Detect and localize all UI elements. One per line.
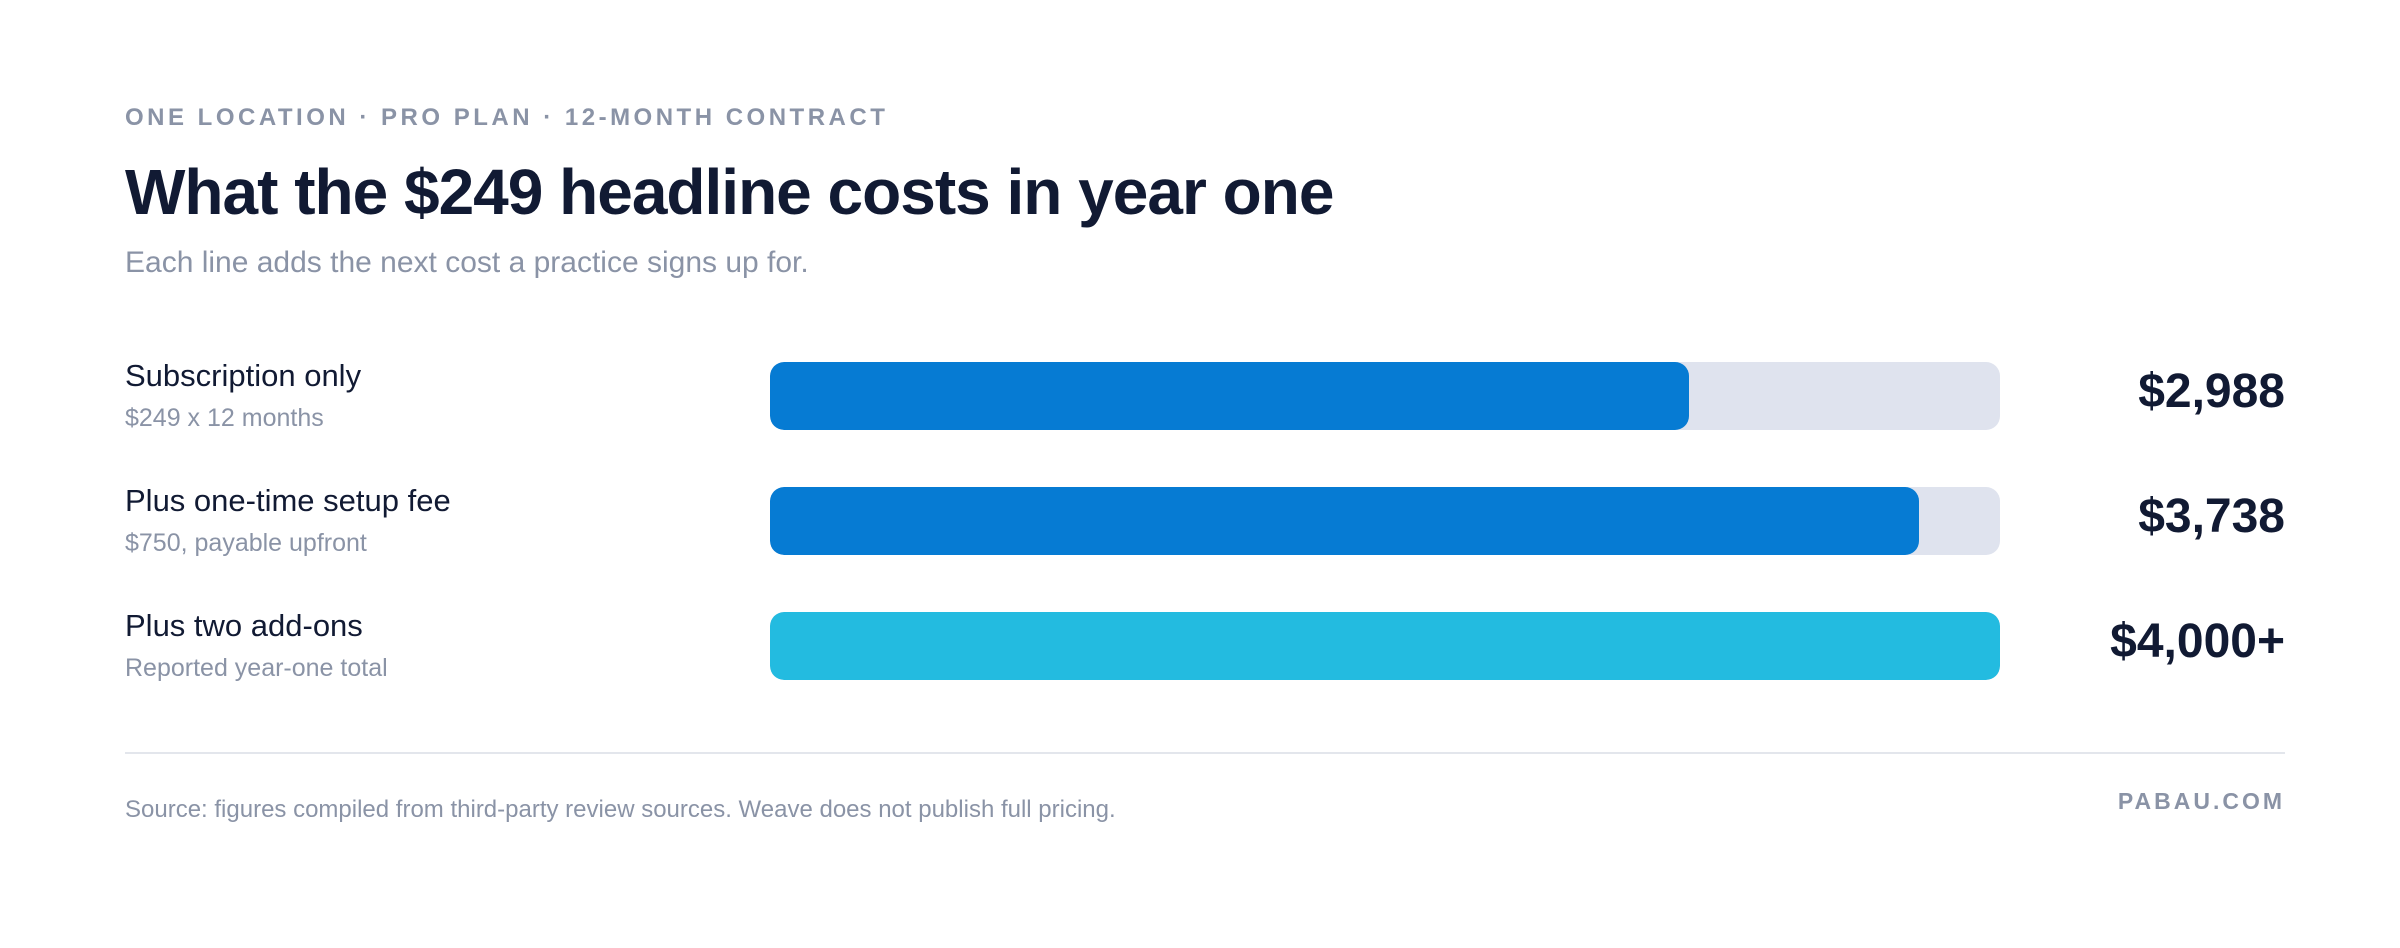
bar-row-setup-fee: Plus one-time setup fee $750, payable up…	[125, 483, 2285, 579]
bar-value-label: $2,988	[2138, 365, 2285, 418]
bar-value-label: $4,000+	[2110, 615, 2285, 668]
bar-fill	[770, 362, 1689, 430]
eyebrow: ONE LOCATION · PRO PLAN · 12-MONTH CONTR…	[125, 104, 889, 131]
brand-label: PABAU.COM	[2117, 788, 2285, 814]
chart-card: ONE LOCATION · PRO PLAN · 12-MONTH CONTR…	[125, 0, 2285, 948]
bar-fill	[770, 487, 1920, 555]
bar-label: Plus one-time setup fee	[125, 483, 451, 518]
bar-track	[770, 362, 2000, 430]
chart-subtitle: Each line adds the next cost a practice …	[125, 246, 809, 279]
bar-track	[770, 612, 2000, 680]
bar-track	[770, 487, 2000, 555]
bar-fill	[770, 612, 2000, 680]
bar-row-subscription: Subscription only $249 x 12 months $2,98…	[125, 358, 2285, 454]
bar-value-label: $3,738	[2138, 490, 2285, 543]
bar-sublabel: $249 x 12 months	[125, 404, 324, 432]
chart-title: What the $249 headline costs in year one	[125, 156, 1334, 228]
footer-divider	[125, 752, 2285, 754]
bar-sublabel: Reported year-one total	[125, 654, 388, 682]
bar-sublabel: $750, payable upfront	[125, 529, 367, 557]
bar-label: Subscription only	[125, 358, 362, 393]
bar-label: Plus two add-ons	[125, 608, 363, 643]
source-note: Source: figures compiled from third-part…	[125, 796, 1116, 823]
bar-row-add-ons: Plus two add-ons Reported year-one total…	[125, 608, 2285, 704]
